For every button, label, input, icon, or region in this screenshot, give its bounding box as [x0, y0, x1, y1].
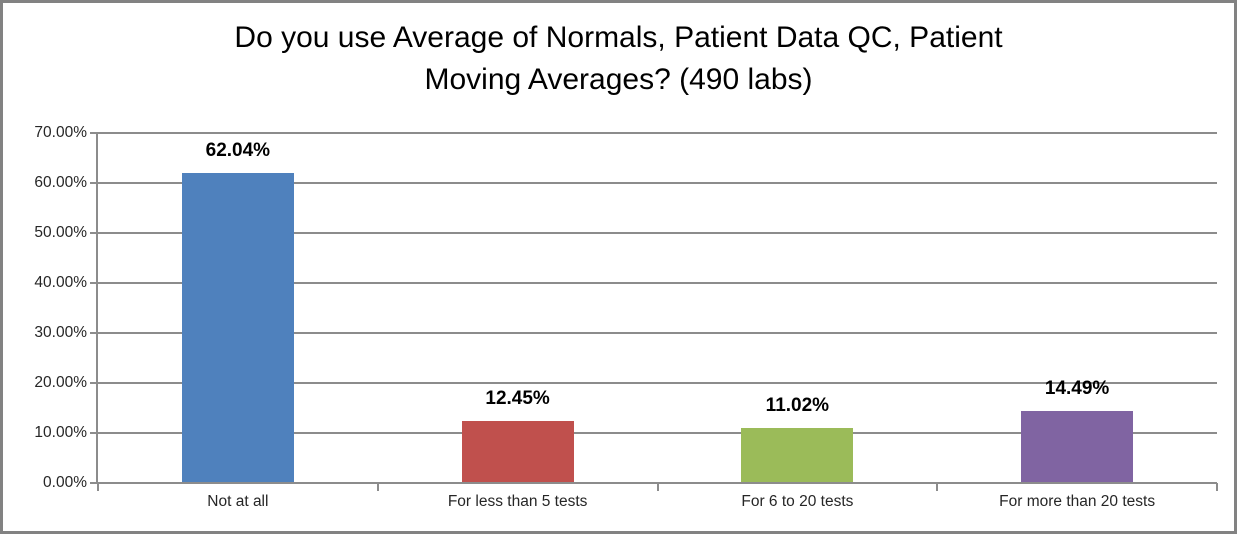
chart-title: Do you use Average of Normals, Patient D…	[3, 17, 1234, 101]
gridline	[98, 432, 1217, 434]
y-axis-label: 40.00%	[34, 274, 87, 291]
y-axis-label: 20.00%	[34, 374, 87, 391]
x-axis-tick	[97, 483, 99, 491]
bar	[181, 172, 294, 482]
gridline	[98, 282, 1217, 284]
y-axis-label: 50.00%	[34, 224, 87, 241]
y-axis-tick	[90, 432, 98, 434]
bar	[741, 427, 854, 482]
chart-title-line-2: Moving Averages? (490 labs)	[424, 63, 813, 96]
y-axis-label: 30.00%	[34, 324, 87, 341]
x-axis-tick	[1216, 483, 1218, 491]
x-axis-label: Not at all	[207, 493, 269, 510]
x-axis-label: For 6 to 20 tests	[741, 493, 854, 510]
y-axis-tick	[90, 332, 98, 334]
y-axis-tick	[90, 132, 98, 134]
data-label: 11.02%	[765, 394, 830, 416]
x-axis-tick	[656, 483, 659, 491]
y-axis-tick	[90, 482, 98, 484]
x-axis-tick	[936, 483, 939, 491]
bar	[1021, 410, 1134, 482]
data-label: 12.45%	[485, 387, 550, 409]
bar	[461, 420, 574, 482]
y-axis-tick	[90, 182, 98, 184]
y-axis-line	[96, 133, 98, 483]
x-axis-label: For less than 5 tests	[447, 493, 588, 510]
gridline	[98, 132, 1217, 134]
gridline	[98, 232, 1217, 234]
x-axis-label: For more than 20 tests	[999, 493, 1156, 510]
gridline	[98, 332, 1217, 334]
y-axis-tick	[90, 382, 98, 384]
chart-title-line-1: Do you use Average of Normals, Patient D…	[234, 21, 1003, 54]
y-axis-label: 60.00%	[34, 174, 87, 191]
y-axis-tick	[90, 282, 98, 284]
plot-area: 0.00% 10.00% 20.00% 30.00% 40.00% 50.00% 60.00…	[3, 3, 1234, 531]
x-axis-tick	[376, 483, 379, 491]
gridline	[98, 382, 1217, 384]
y-axis-tick	[90, 232, 98, 234]
y-axis-label: 0.00%	[43, 474, 87, 491]
y-axis-label: 10.00%	[34, 424, 87, 441]
y-axis-label: 70.00%	[34, 124, 87, 141]
data-label: 62.04%	[205, 139, 271, 161]
gridline	[98, 182, 1217, 184]
data-label: 14.49%	[1044, 377, 1110, 399]
